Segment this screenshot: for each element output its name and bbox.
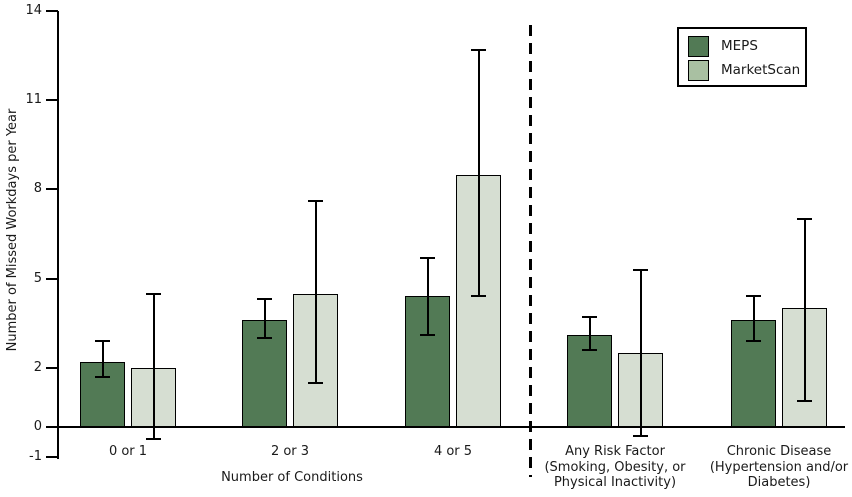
error-bar-marketscan-2-cap-bottom [471,295,486,298]
legend-label-marketscan: MarketScan [721,62,801,78]
error-bar-meps-4-line [752,296,755,342]
y-tick-14 [46,10,58,13]
error-bar-marketscan-3-cap-bottom [633,435,648,438]
error-bar-meps-3-line [588,317,591,350]
y-axis-line [57,11,59,459]
y-tick-label--1: -1 [29,449,42,465]
error-bar-marketscan-3-cap-top [633,268,648,271]
error-bar-meps-4-cap-top [746,295,761,298]
y-tick-label-14: 14 [25,3,42,19]
error-bar-marketscan-0-line [152,293,155,440]
error-bar-meps-1-cap-bottom [257,337,272,340]
x-category-label-2: 4 or 5 [433,444,473,459]
error-bar-meps-2-cap-bottom [420,334,435,337]
error-bar-marketscan-0-cap-bottom [146,438,161,441]
x-axis-line [57,426,845,428]
legend-label-meps: MEPS [721,38,758,54]
y-tick--1 [46,456,58,459]
y-tick-0 [46,426,58,429]
error-bar-meps-1-line [263,299,266,339]
error-bar-marketscan-3-line [639,269,642,437]
error-bar-marketscan-2-cap-top [471,48,486,51]
y-tick-8 [46,188,58,191]
error-bar-marketscan-4-cap-bottom [797,399,812,402]
error-bar-meps-0-cap-bottom [95,375,110,378]
error-bar-marketscan-0-cap-top [146,292,161,295]
y-tick-11 [46,99,58,102]
y-tick-label-11: 11 [25,92,42,108]
x-axis-title: Number of Conditions [221,470,363,485]
error-bar-marketscan-4-cap-top [797,218,812,221]
legend-item-meps: MEPS [688,34,805,58]
error-bar-meps-3-cap-top [582,316,597,319]
y-tick-2 [46,366,58,369]
marketscan-color-swatch [688,59,709,81]
error-bar-marketscan-4-line [803,219,806,401]
x-category-label-4: Chronic Disease (Hypertension and/or Dia… [709,444,849,490]
legend-item-marketscan: MarketScan [688,58,805,82]
x-category-label-1: 2 or 3 [270,444,310,459]
error-bar-marketscan-1-cap-bottom [308,381,323,384]
error-bar-marketscan-2-line [477,49,480,297]
y-tick-label-8: 8 [33,181,42,197]
error-bar-meps-4-cap-bottom [746,340,761,343]
section-divider-dashed-line [529,25,532,477]
x-category-label-0: 0 or 1 [108,444,148,459]
error-bar-meps-2-cap-top [420,256,435,259]
error-bar-meps-0-cap-top [95,340,110,343]
error-bar-meps-0-line [101,341,104,377]
y-tick-5 [46,277,58,280]
y-tick-label-2: 2 [33,359,42,375]
error-bar-meps-1-cap-top [257,298,272,301]
meps-color-swatch [688,35,709,57]
error-bar-marketscan-1-cap-top [308,200,323,203]
x-category-label-3: Any Risk Factor (Smoking, Obesity, or Ph… [544,444,686,490]
y-tick-label-5: 5 [33,270,42,286]
legend: MEPS MarketScan [677,27,807,87]
y-tick-label-0: 0 [33,419,42,435]
error-bar-marketscan-1-line [314,201,317,383]
error-bar-meps-2-line [426,257,429,336]
error-bar-meps-3-cap-bottom [582,349,597,351]
